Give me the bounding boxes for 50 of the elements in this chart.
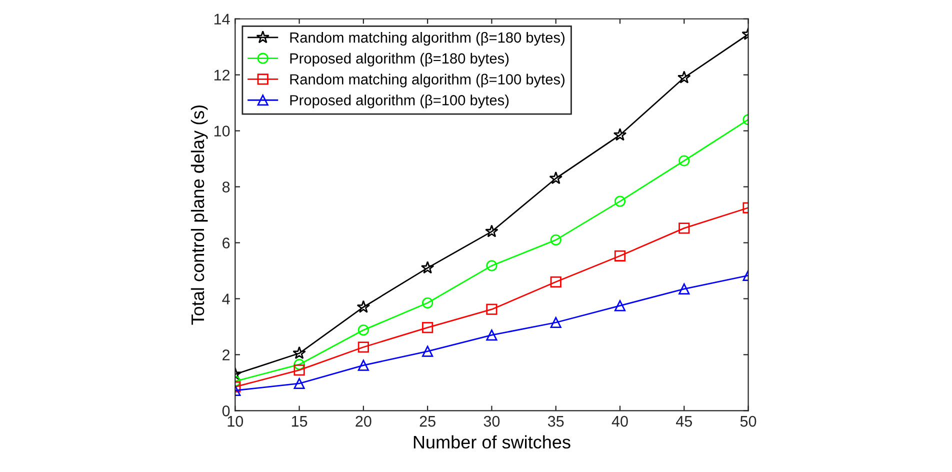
y-tick-label: 12 [214,70,230,80]
point [678,222,690,234]
y-tick-label: 10 [214,126,230,136]
legend-label: Random matching algorithm (β=180 bytes) [290,32,564,46]
point [358,360,369,371]
y-tick-label: 4 [222,294,230,304]
x-tick-label: 45 [676,416,692,427]
point [294,358,305,370]
point [486,260,498,272]
point [614,300,626,312]
legend-label: Proposed algorithm (β=180 bytes) [290,52,509,66]
legend-label: Random matching algorithm (β=100 bytes) [290,74,564,88]
point [356,300,370,313]
y-axis-title: Total control plane delay (s) [190,105,208,325]
x-tick-label: 35 [548,416,564,427]
point [422,297,434,308]
x-tick-label: 15 [292,416,308,427]
point [550,316,562,328]
point [422,322,434,334]
point [677,70,691,84]
point [486,304,498,315]
point [420,260,434,274]
point [613,128,627,141]
legend-label: Proposed algorithm (β=100 bytes) [290,94,509,108]
x-tick-label: 40 [612,416,628,427]
x-tick-label: 25 [420,416,436,427]
point [292,346,306,360]
point [485,224,498,238]
y-tick-label: 0 [222,406,230,416]
y-tick-label: 2 [222,350,230,360]
x-axis-title: Number of switches [414,435,570,449]
point [614,250,626,262]
point [549,171,562,184]
point [358,342,369,353]
point [678,283,690,294]
point [550,234,562,246]
y-tick-label: 6 [222,238,230,248]
y-tick-label: 14 [214,14,230,24]
point [294,364,305,376]
x-tick-label: 20 [356,416,372,427]
point [486,330,498,341]
y-tick-label: 8 [222,182,230,192]
point [422,346,434,357]
point [614,196,626,207]
x-tick-label: 30 [484,416,500,427]
x-tick-label: 50 [740,416,756,427]
point [358,324,369,336]
point [294,378,305,390]
point [550,276,562,288]
point [678,155,690,166]
